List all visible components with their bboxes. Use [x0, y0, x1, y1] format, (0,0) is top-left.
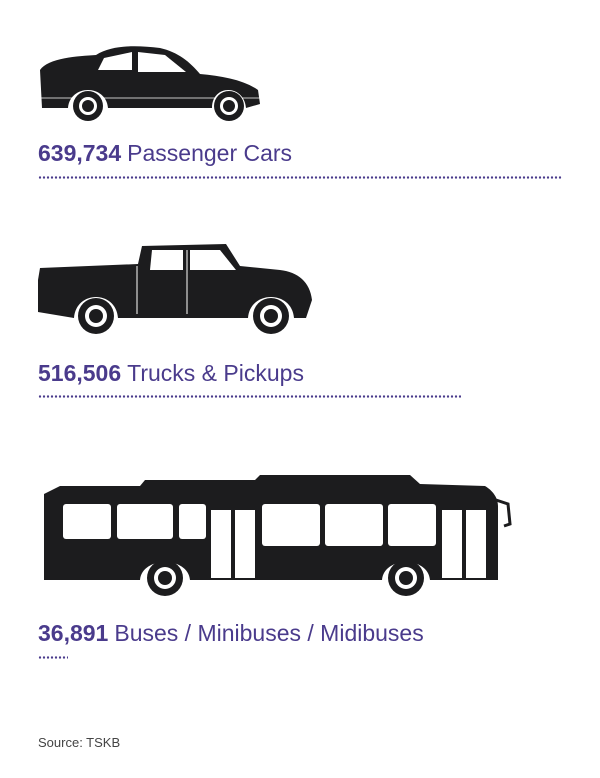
value-label-buses: 36,891 — [38, 620, 109, 646]
source-note: Source: TSKB — [38, 735, 121, 750]
category-label-trucks-pickups: Trucks & Pickups — [127, 360, 304, 386]
value-label-passenger-cars: 639,734 — [38, 140, 122, 166]
value-bar-buses — [38, 656, 68, 659]
value-bar-passenger-cars — [38, 176, 562, 179]
stat-passenger-cars: 639,734 Passenger Cars — [38, 140, 292, 167]
stat-trucks-pickups: 516,506 Trucks & Pickups — [38, 360, 304, 387]
value-bar-trucks-pickups — [38, 395, 461, 398]
category-label-buses: Buses / Minibuses / Midibuses — [114, 620, 424, 646]
value-label-trucks-pickups: 516,506 — [38, 360, 122, 386]
category-label-passenger-cars: Passenger Cars — [127, 140, 293, 166]
stat-buses: 36,891 Buses / Minibuses / Midibuses — [38, 620, 424, 647]
